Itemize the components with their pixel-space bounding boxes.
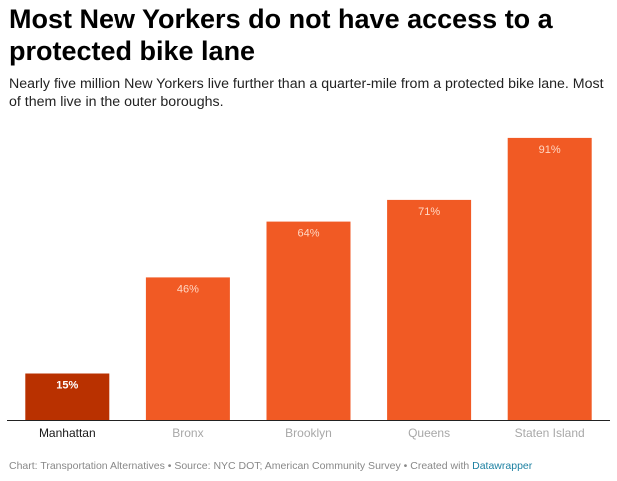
category-label-brooklyn: Brooklyn [285, 426, 332, 440]
chart-title: Most New Yorkers do not have access to a… [9, 4, 553, 66]
category-label-queens: Queens [408, 426, 450, 440]
value-label-brooklyn: 64% [297, 228, 319, 240]
datawrapper-link[interactable]: Datawrapper [472, 460, 533, 472]
value-label-staten-island: 91% [539, 144, 561, 156]
value-label-queens: 71% [418, 206, 440, 218]
chart-footer: Chart: Transportation Alternatives • Sou… [9, 460, 532, 472]
bar-bronx [145, 277, 230, 420]
chart-subtitle: Nearly five million New Yorkers live fur… [9, 76, 604, 110]
bar-queens [387, 199, 472, 420]
category-label-staten-island: Staten Island [515, 426, 585, 440]
bar-chart: 15% Manhattan 46% Bronx 64% Brooklyn 71% Queens… [7, 137, 610, 440]
bar-staten-island [507, 137, 592, 420]
footer-credits: Chart: Transportation Alternatives • Sou… [9, 460, 473, 472]
bar-manhattan [25, 373, 110, 420]
bar-brooklyn [266, 221, 351, 420]
category-label-manhattan: Manhattan [39, 426, 96, 440]
value-label-bronx: 46% [177, 283, 199, 295]
category-label-bronx: Bronx [172, 426, 203, 440]
value-label-manhattan: 15% [56, 380, 78, 392]
